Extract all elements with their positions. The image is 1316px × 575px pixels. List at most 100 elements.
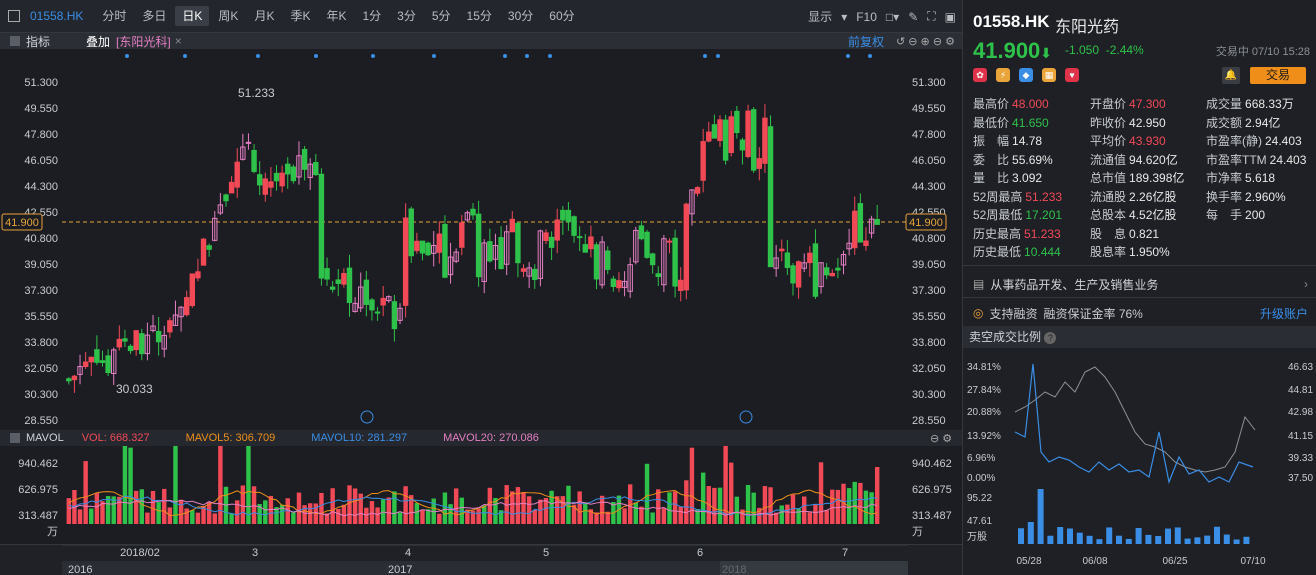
display-menu[interactable]: 显示 bbox=[808, 10, 833, 24]
layout-icon[interactable] bbox=[8, 10, 20, 22]
candle-body bbox=[245, 141, 252, 144]
quote-cell: 总股本 4.52亿股 bbox=[1090, 206, 1176, 223]
quote-cell: 最低价 41.650 bbox=[973, 114, 1049, 131]
period-tab[interactable]: 30分 bbox=[507, 9, 534, 23]
candle-body bbox=[150, 325, 156, 331]
price-tick-left: 51.300 bbox=[24, 77, 58, 89]
candle-body bbox=[268, 181, 274, 188]
candle-body bbox=[380, 297, 386, 306]
price-tick-left: 32.050 bbox=[24, 363, 58, 375]
candle-body bbox=[795, 261, 802, 288]
volume-bar bbox=[588, 509, 594, 524]
collapse-icon[interactable] bbox=[10, 433, 20, 443]
period-tab[interactable]: 15分 bbox=[466, 9, 492, 23]
quote-label: 52周最低 bbox=[973, 208, 1023, 222]
heart-icon[interactable]: ♥ bbox=[1065, 68, 1079, 82]
period-tab[interactable]: 多日 bbox=[142, 9, 167, 23]
volume-bar bbox=[521, 492, 526, 524]
candle-body bbox=[767, 126, 774, 268]
close-icon[interactable]: × bbox=[174, 34, 182, 48]
pen-icon[interactable]: ✎ bbox=[908, 9, 919, 24]
period-tab[interactable]: 1分 bbox=[362, 9, 382, 23]
change-value: -1.050 bbox=[1065, 43, 1100, 57]
period-tab[interactable]: 周K bbox=[218, 9, 239, 23]
ss-right-tick: 42.98 bbox=[1288, 407, 1313, 418]
candlestick-chart[interactable]: 51.300 51.300 49.550 49.550 47.800 47.800 46.0… bbox=[0, 49, 962, 430]
bell-icon[interactable]: 🔔 bbox=[1222, 67, 1240, 84]
fullscreen-icon[interactable]: ⛶ bbox=[927, 9, 936, 23]
chart-icon[interactable]: ▦ bbox=[1042, 68, 1056, 82]
lightning-icon[interactable]: ⚡ bbox=[996, 68, 1010, 82]
volume-bar bbox=[650, 512, 655, 524]
candle-body bbox=[784, 252, 791, 268]
quote-cell: 委 比 55.69% bbox=[973, 151, 1053, 168]
overlay-button[interactable]: 叠加 bbox=[86, 34, 111, 49]
price-tick-left: 47.800 bbox=[24, 129, 58, 141]
period-tab[interactable]: 日K bbox=[175, 6, 210, 26]
current-price-tag-right bbox=[905, 213, 947, 231]
short-sell-chart[interactable]: 34.81% 27.84% 20.88% 13.92% 6.96% 0.00% 46.63 4… bbox=[963, 352, 1316, 575]
volume-bar bbox=[448, 504, 453, 524]
event-marker bbox=[183, 54, 187, 58]
candle-body bbox=[88, 356, 94, 363]
collapse-icon[interactable] bbox=[10, 36, 20, 46]
period-tab[interactable]: 5分 bbox=[431, 9, 451, 23]
indicator-button[interactable]: 指标 bbox=[26, 34, 51, 49]
candle-body bbox=[419, 240, 426, 254]
mavol-line bbox=[68, 489, 878, 517]
trade-button[interactable]: 交易 bbox=[1250, 67, 1306, 84]
candle-body bbox=[599, 241, 605, 286]
candle-body bbox=[722, 119, 729, 161]
period-tab[interactable]: 分时 bbox=[102, 9, 127, 23]
quote-label: 总市值 bbox=[1090, 171, 1127, 185]
candle-body bbox=[700, 141, 706, 181]
help-icon[interactable]: ? bbox=[1044, 332, 1057, 344]
ss-volume-bar bbox=[1155, 535, 1162, 544]
f10-button[interactable]: F10 bbox=[856, 9, 877, 24]
time-axis[interactable]: 2018/0234567201620172018 bbox=[0, 544, 962, 575]
candle-body bbox=[301, 148, 308, 170]
volume-bar bbox=[476, 508, 481, 524]
period-tab[interactable]: 年K bbox=[326, 9, 347, 23]
business-row[interactable]: ▤ 从事药品开发、生产及销售业务 › bbox=[973, 276, 1308, 292]
ss-date-tick: 06/25 bbox=[1162, 556, 1187, 567]
mavol-label[interactable]: MAVOL bbox=[26, 432, 64, 444]
ss-left-tick: 0.00% bbox=[967, 473, 995, 484]
volume-bar bbox=[538, 499, 543, 524]
hk-flag-icon[interactable]: ✿ bbox=[973, 68, 987, 82]
period-tab[interactable]: 3分 bbox=[397, 9, 416, 23]
volume-bar bbox=[846, 488, 852, 524]
quote-value: 4.52亿股 bbox=[1129, 208, 1177, 222]
quote-value: 189.398亿 bbox=[1129, 171, 1185, 185]
ss-volume-bar bbox=[1067, 528, 1073, 544]
pane-controls-icon[interactable]: ↺ ⊖ ⊕ ⊖ ⚙ bbox=[896, 35, 955, 48]
badge-row: ✿ ⚡ ◆ ▦ ♥ bbox=[973, 68, 1079, 82]
upgrade-link[interactable]: 升级账户 bbox=[1259, 306, 1308, 321]
volume-bar bbox=[77, 509, 83, 524]
short-sell-title: 卖空成交比例 bbox=[969, 330, 1042, 344]
candle-body bbox=[358, 286, 364, 309]
period-tab[interactable]: 60分 bbox=[549, 9, 575, 23]
candle-body bbox=[621, 280, 628, 288]
volume-bar bbox=[279, 504, 285, 524]
chevron-down-icon: ▾ bbox=[841, 9, 848, 24]
period-tab[interactable]: 季K bbox=[290, 9, 311, 23]
volume-bar bbox=[504, 485, 509, 524]
down-arrow-icon: ⬇ bbox=[1040, 45, 1053, 61]
symbol-label[interactable]: 01558.HK bbox=[30, 9, 84, 23]
quote-table: 最高价 48.000 开盘价 47.300 成交量 668.33万 最低价 41.650 昨收价… bbox=[963, 95, 1316, 260]
volume-bar bbox=[431, 498, 436, 524]
pane-controls-icon[interactable]: ⊖ ⚙ bbox=[930, 432, 953, 445]
candle-body bbox=[683, 203, 690, 291]
period-tab[interactable]: 月K bbox=[254, 9, 275, 23]
square-icon[interactable]: □▾ bbox=[885, 9, 900, 24]
volume-bar bbox=[302, 505, 307, 524]
price-tick-right: 49.550 bbox=[912, 103, 946, 115]
adjust-button[interactable]: 前复权 bbox=[848, 34, 885, 49]
volume-chart[interactable]: 940.462 940.462 626.975 626.975 313.487 313.4… bbox=[0, 446, 962, 544]
quote-cell: 52周最低 17.201 bbox=[973, 206, 1062, 223]
layout-grid-icon[interactable]: ▣ bbox=[944, 9, 956, 24]
quote-value: 47.300 bbox=[1129, 97, 1166, 111]
quote-label: 平均价 bbox=[1090, 134, 1127, 148]
tag-icon[interactable]: ◆ bbox=[1019, 68, 1033, 82]
